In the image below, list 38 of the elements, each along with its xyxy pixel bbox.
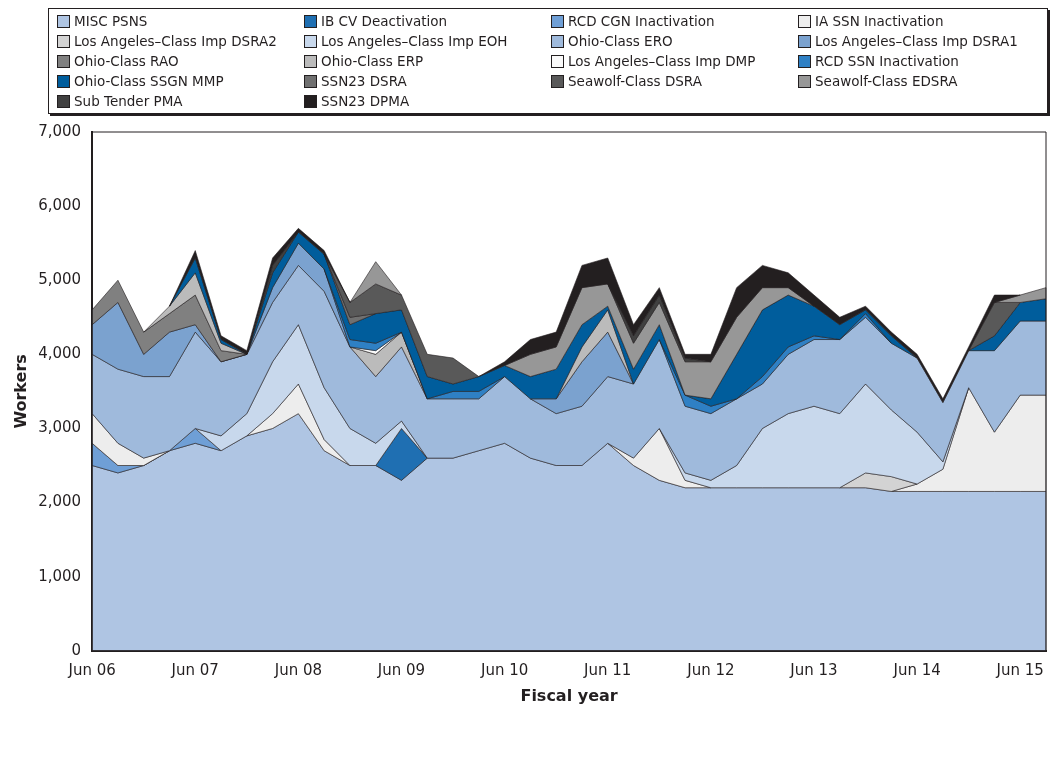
- x-tick-label: Jun 12: [686, 660, 735, 679]
- y-tick-label: 4,000: [38, 344, 82, 363]
- legend-label: RCD CGN Inactivation: [568, 13, 715, 29]
- y-tick-label: 7,000: [38, 121, 82, 140]
- legend-label: Los Angeles–Class Imp DSRA2: [74, 33, 277, 49]
- legend-label: SSN23 DSRA: [321, 73, 407, 89]
- x-tick-label: Jun 11: [583, 660, 632, 679]
- y-tick-label: 3,000: [38, 418, 82, 437]
- legend-label: Los Angeles–Class Imp DSRA1: [815, 33, 1018, 49]
- x-tick-label: Jun 10: [479, 660, 529, 679]
- x-tick-label: Jun 09: [376, 660, 426, 679]
- x-tick-label: Jun 06: [67, 660, 116, 679]
- legend-label: SSN23 DPMA: [321, 93, 410, 109]
- legend-label: Ohio-Class ERO: [568, 33, 673, 49]
- y-tick-label: 6,000: [38, 196, 82, 214]
- x-tick-label: Jun 14: [892, 660, 941, 679]
- y-tick-label: 0: [71, 640, 82, 659]
- legend-label: Ohio-Class RAO: [74, 53, 179, 69]
- legend-label: Seawolf-Class DSRA: [568, 73, 702, 89]
- legend-label: Ohio-Class SSGN MMP: [74, 73, 224, 89]
- legend-label: Los Angeles–Class Imp EOH: [321, 33, 508, 49]
- y-tick-label: 2,000: [38, 492, 82, 511]
- legend-label: Sub Tender PMA: [74, 93, 183, 109]
- x-tick-label: Jun 08: [273, 660, 323, 679]
- legend-label: Ohio-Class ERP: [321, 53, 424, 69]
- legend-label: Seawolf-Class EDSRA: [815, 73, 958, 89]
- legend-label: IA SSN Inactivation: [815, 13, 944, 29]
- legend-label: IB CV Deactivation: [321, 13, 448, 29]
- x-tick-label: Jun 07: [170, 660, 219, 679]
- y-tick-label: 5,000: [38, 270, 82, 289]
- legend-label: Los Angeles–Class Imp DMP: [568, 53, 756, 69]
- x-tick-label: Jun 15: [995, 660, 1044, 679]
- y-axis-title: Workers: [10, 354, 30, 429]
- legend-label: MISC PSNS: [74, 13, 148, 29]
- legend-label: RCD SSN Inactivation: [815, 53, 959, 69]
- y-tick-label: 1,000: [38, 566, 82, 585]
- x-axis-title: Fiscal year: [520, 685, 618, 705]
- x-tick-label: Jun 13: [789, 660, 838, 679]
